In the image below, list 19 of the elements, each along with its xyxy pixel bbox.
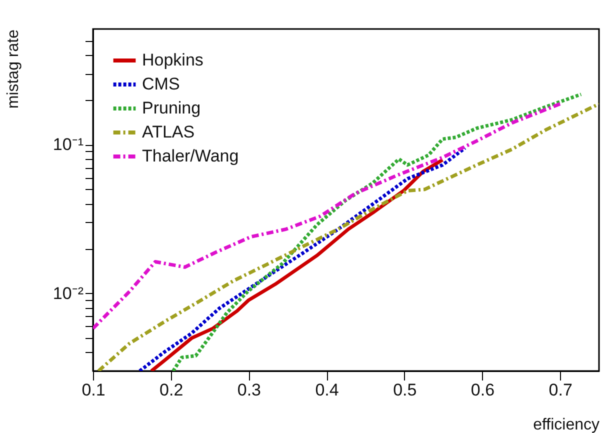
line-series bbox=[138, 146, 467, 371]
y-tick-label: 10⁻² bbox=[52, 284, 84, 303]
x-tick-label: 0.4 bbox=[315, 380, 339, 400]
x-tick-label: 0.5 bbox=[393, 380, 417, 400]
y-axis-title: mistag rate bbox=[4, 29, 22, 109]
legend-label: Hopkins bbox=[142, 50, 204, 70]
legend-label: CMS bbox=[142, 74, 180, 94]
x-axis-title: efficiency bbox=[533, 416, 600, 433]
line-series bbox=[96, 102, 599, 371]
x-tick-label: 0.1 bbox=[82, 380, 106, 400]
legend-label: Pruning bbox=[142, 98, 201, 118]
legend-label: ATLAS bbox=[142, 122, 195, 142]
x-tick-label: 0.2 bbox=[160, 380, 184, 400]
x-tick-label: 0.3 bbox=[237, 380, 262, 400]
x-tick-label: 0.7 bbox=[548, 380, 572, 400]
legend-label: Thaler/Wang bbox=[142, 146, 239, 166]
y-tick-label: 10⁻¹ bbox=[52, 135, 84, 154]
x-tick-label: 0.6 bbox=[470, 380, 495, 400]
line-series bbox=[93, 102, 562, 330]
